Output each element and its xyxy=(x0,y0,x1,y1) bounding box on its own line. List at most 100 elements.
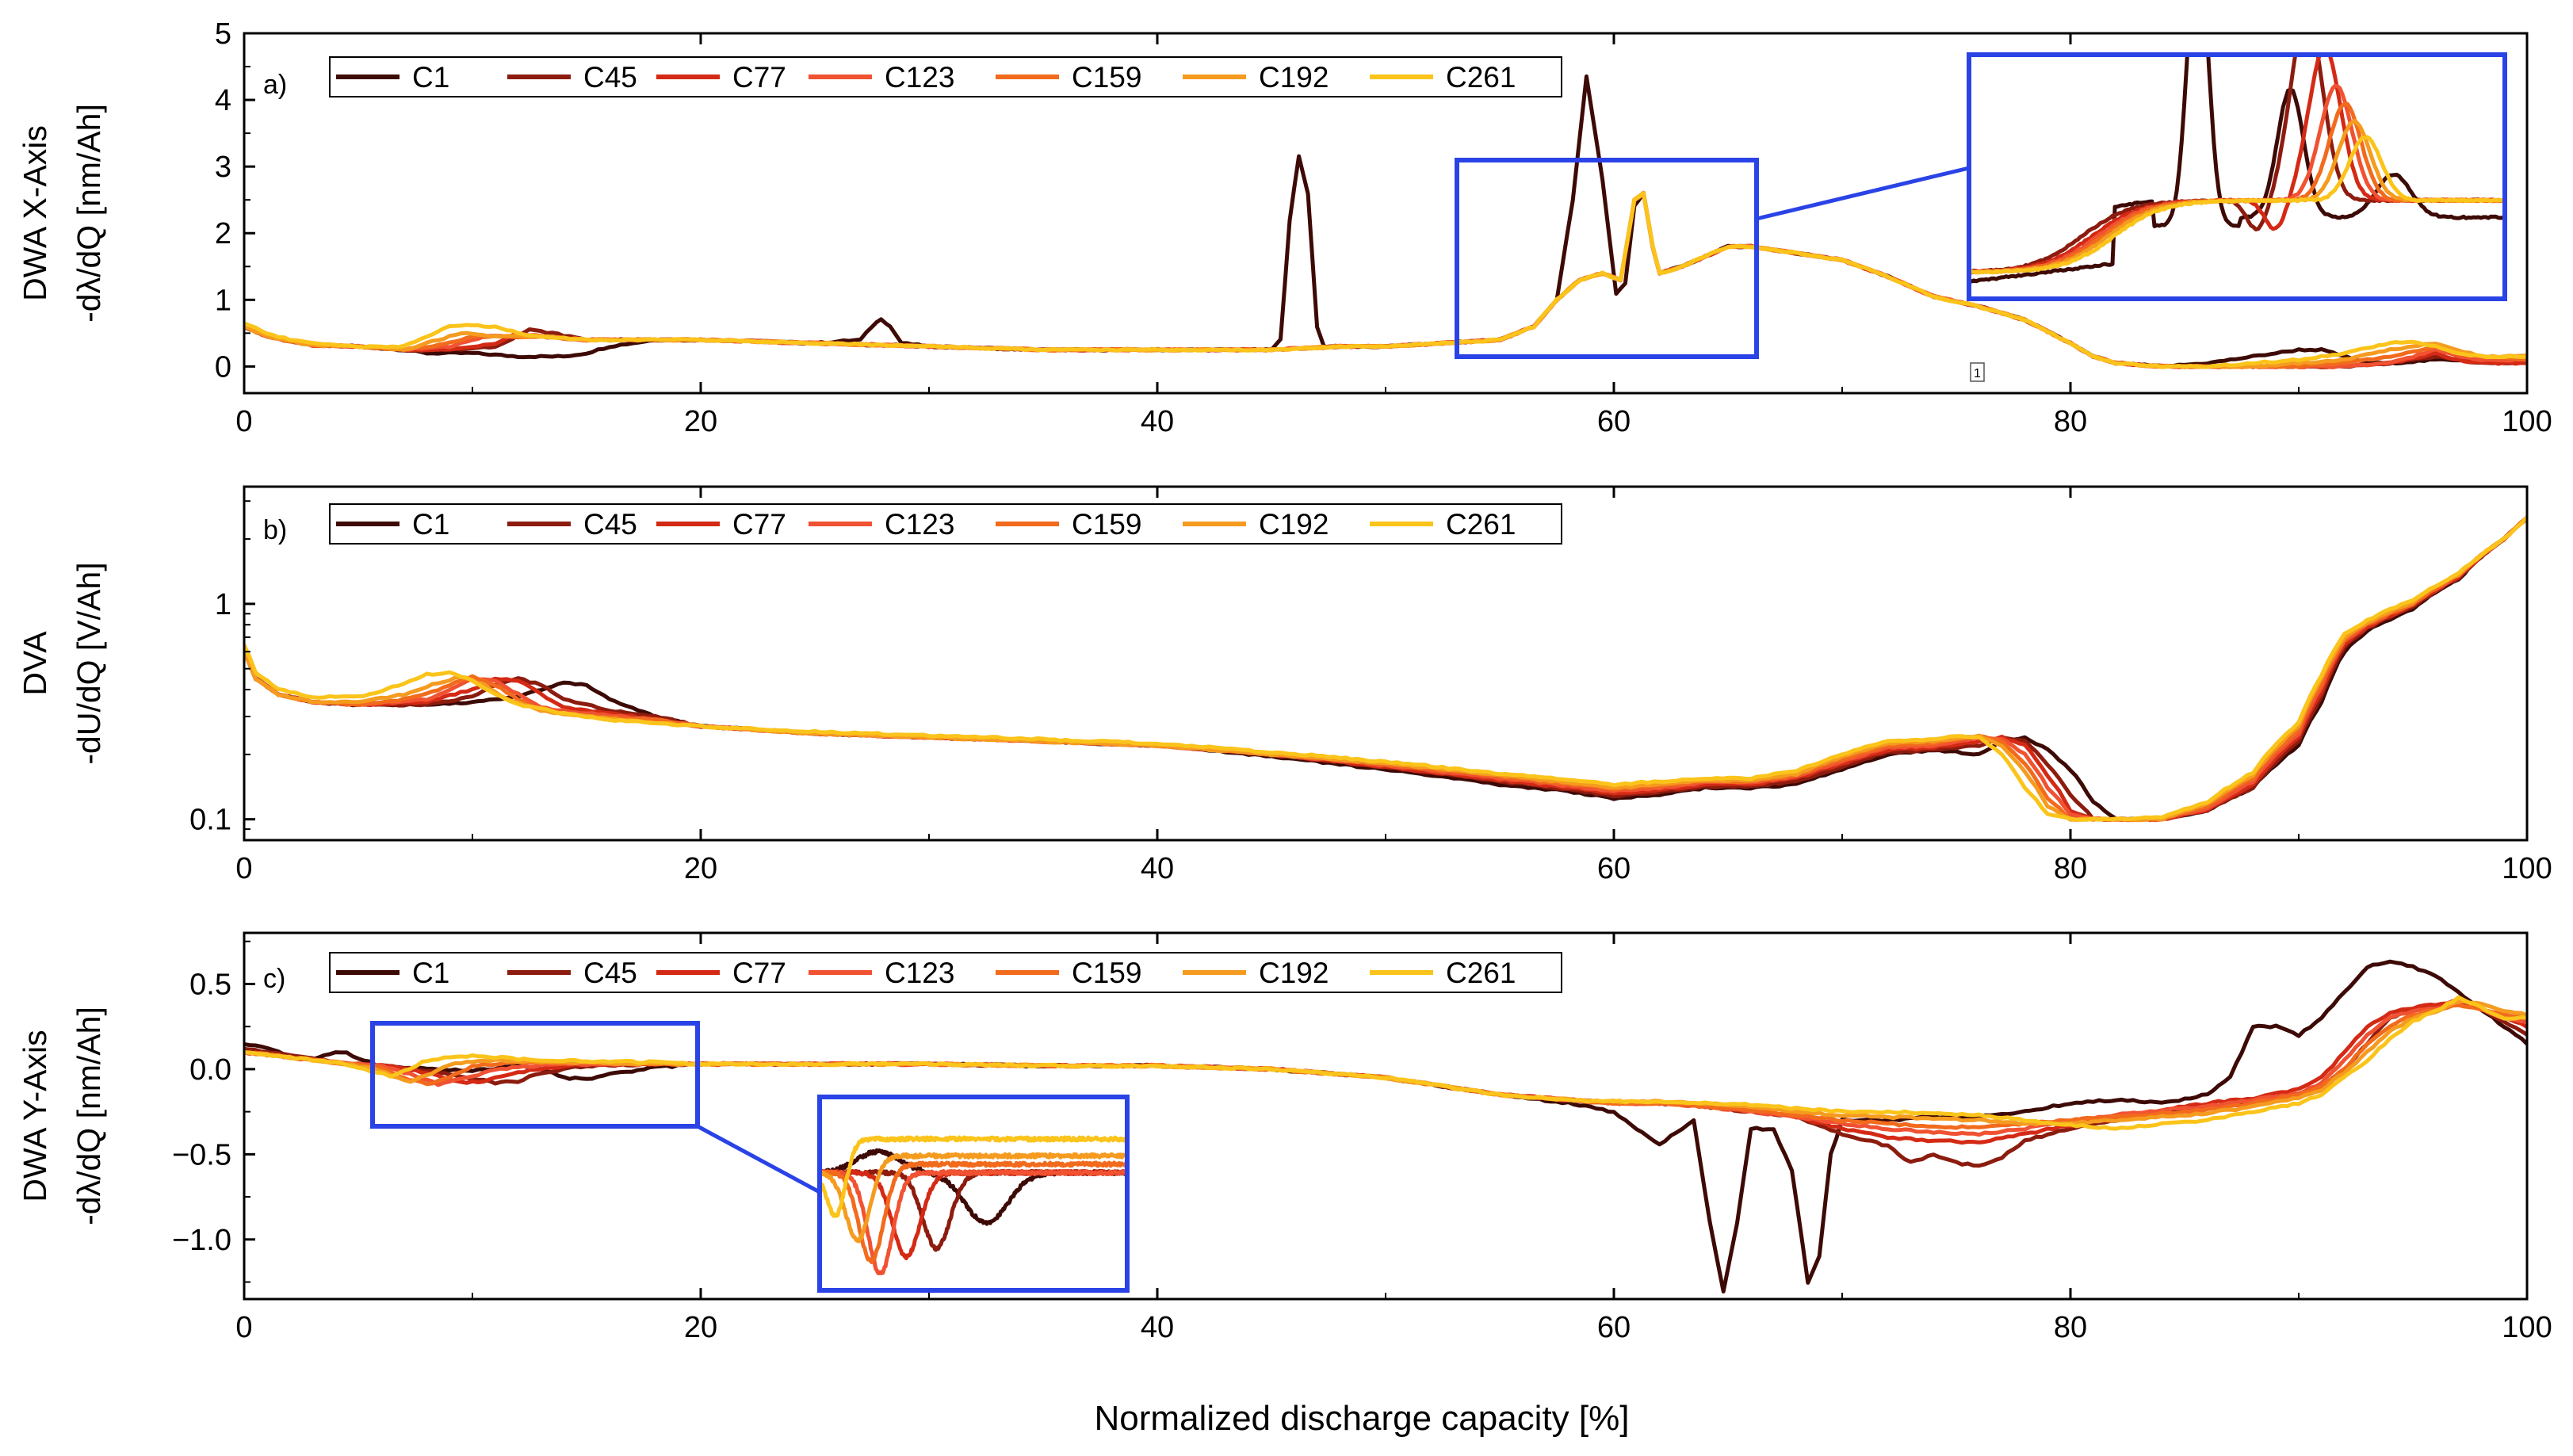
panel-b-series-c261 xyxy=(244,515,2527,822)
panel-c-inset-background xyxy=(820,1097,1127,1290)
panel-a-ytick-label: 1 xyxy=(215,284,231,317)
panel-c-series xyxy=(244,959,2527,1294)
panel-c: 0 20 40 60 80 100 −1.0 −0.5 0.0 0.5 DWA Y-Axis -d… xyxy=(17,931,2552,1344)
panel-c-legend-label: C192 xyxy=(1259,957,1329,989)
panel-b-legend-label: C192 xyxy=(1259,508,1329,541)
panel-c-inset xyxy=(817,1095,1130,1293)
panel-c-xtick-label: 100 xyxy=(2502,1311,2552,1344)
panel-a-inset xyxy=(1967,52,2507,301)
panel-a-marker-badge-label: 1 xyxy=(1974,367,1981,380)
panel-a-series-c261 xyxy=(244,191,2527,369)
panel-b-series-c45 xyxy=(244,517,2527,823)
panel-a-zoom-connector xyxy=(1756,166,1970,221)
panel-a-series xyxy=(244,74,2527,369)
panel-a-legend-label: C45 xyxy=(583,61,637,94)
panel-b-series-c192 xyxy=(244,515,2527,823)
panel-b-xtick-label: 60 xyxy=(1597,852,1631,885)
panel-c-series-c45 xyxy=(244,999,2527,1168)
panel-c-legend-label: C45 xyxy=(583,957,637,989)
panel-c-legend-label: C159 xyxy=(1072,957,1141,989)
panel-a-legend: C1 C45 C77 C123 C159 C192 C261 xyxy=(329,56,1562,97)
panel-a-tag: a) xyxy=(263,70,287,100)
panel-c-legend: C1 C45 C77 C123 C159 C192 C261 xyxy=(329,952,1562,993)
panel-a-inset-frame xyxy=(1967,52,2507,301)
panel-c-ytick-label: −1.0 xyxy=(172,1224,231,1257)
panel-b-legend-label: C159 xyxy=(1072,508,1141,541)
panel-b-ytick-label: 1 xyxy=(215,588,231,621)
panel-b: 0 20 40 60 80 100 0.1 1 DVA -dU/dQ [V/Ah] b) C1… xyxy=(17,485,2552,885)
panel-a-ylabel-line2: -dλ/dQ [nm/Ah] xyxy=(71,104,107,323)
panel-a-inset-series-c261 xyxy=(1969,135,2504,275)
panel-a-legend-label: C123 xyxy=(885,61,954,94)
panel-b-series xyxy=(244,515,2527,823)
panel-a-xtick-label: 80 xyxy=(2054,405,2087,438)
panel-a-ytick-label: 3 xyxy=(215,151,231,184)
panel-c-ytick-label: 0.0 xyxy=(189,1053,231,1087)
panel-a-xtick-label: 100 xyxy=(2502,405,2552,438)
panel-c-ytick-label: −0.5 xyxy=(172,1138,231,1171)
panel-b-ytick-label: 0.1 xyxy=(189,804,231,837)
panel-c-legend-label: C123 xyxy=(885,957,954,989)
panel-c-legend-label: C261 xyxy=(1446,957,1516,989)
panel-c-inset-frame xyxy=(817,1095,1130,1293)
panel-b-legend-label: C77 xyxy=(732,508,786,541)
panel-b-legend: C1 C45 C77 C123 C159 C192 C261 xyxy=(329,503,1562,545)
panel-b-series-c123 xyxy=(244,515,2527,823)
panel-c-xtick-label: 20 xyxy=(684,1311,717,1344)
panel-a-xtick-label: 60 xyxy=(1597,405,1631,438)
panel-c-inset-series-c261 xyxy=(820,1135,1127,1218)
panel-b-axes: 0 20 40 60 80 100 0.1 1 xyxy=(189,487,2552,885)
panel-b-legend-label: C123 xyxy=(885,508,954,541)
panel-c-legend-label: C1 xyxy=(412,957,449,989)
panel-a-ytick-label: 4 xyxy=(215,84,231,117)
panel-c-xtick-label: 60 xyxy=(1597,1311,1631,1344)
panel-a-ytick-label: 2 xyxy=(215,217,231,250)
panel-c-inset-series-c192 xyxy=(820,1152,1127,1244)
panel-c-series-c261 xyxy=(244,995,2527,1131)
panel-a-legend-label: C159 xyxy=(1072,61,1141,94)
panel-a-legend-label: C261 xyxy=(1446,61,1516,94)
panel-b-xtick-label: 20 xyxy=(684,852,717,885)
panel-a-inset-series-c1 xyxy=(1969,55,2504,285)
panel-b-legend-label: C45 xyxy=(583,508,637,541)
panel-a-xtick-label: 20 xyxy=(684,405,717,438)
panel-b-xtick-label: 40 xyxy=(1141,852,1174,885)
panel-b-ylabel-line2: -dU/dQ [V/Ah] xyxy=(71,562,107,764)
x-axis-label: Normalized discharge capacity [%] xyxy=(1095,1399,1630,1438)
panel-a-ylabel-line1: DWA X-Axis xyxy=(17,125,53,301)
panel-b-xtick-label: 0 xyxy=(235,852,252,885)
panel-c-inset-series-c123 xyxy=(820,1168,1127,1276)
panel-c-xtick-label: 0 xyxy=(235,1311,252,1344)
panel-c-ylabel-line1: DWA Y-Axis xyxy=(17,1030,53,1202)
panel-b-xtick-label: 80 xyxy=(2054,852,2087,885)
panel-a-ytick-label: 0 xyxy=(215,350,231,384)
panel-b-xtick-label: 100 xyxy=(2502,852,2552,885)
panel-a-zoom-box xyxy=(1455,158,1759,359)
panel-b-legend-label: C261 xyxy=(1446,508,1516,541)
panel-c-axes: 0 20 40 60 80 100 −1.0 −0.5 0.0 0.5 xyxy=(172,933,2552,1344)
panel-a-legend-label: C192 xyxy=(1259,61,1329,94)
panel-a-xtick-label: 0 xyxy=(235,405,252,438)
panel-a-legend-label: C77 xyxy=(732,61,786,94)
panel-c-zoom-box xyxy=(370,1021,700,1129)
panel-a-marker-badge: 1 xyxy=(1970,362,1985,382)
panel-c-ylabel-line2: -dλ/dQ [nm/Ah] xyxy=(71,1007,107,1225)
panel-c-ytick-label: 0.5 xyxy=(189,968,231,1001)
panel-c-zoom-connector xyxy=(696,1124,821,1194)
panel-c-tag: c) xyxy=(263,964,285,994)
panel-b-ylabel-line1: DVA xyxy=(17,631,53,696)
panel-b-series-c159 xyxy=(244,516,2527,823)
panel-a-xtick-label: 40 xyxy=(1141,405,1174,438)
panel-b-legend-label: C1 xyxy=(412,508,449,541)
panel-c-inset-series-c159 xyxy=(820,1160,1127,1264)
panel-a-inset-series xyxy=(1969,55,2504,285)
panel-c-legend-label: C77 xyxy=(732,957,786,989)
panel-b-series-c1 xyxy=(244,516,2527,823)
panel-c-inset-series xyxy=(820,1135,1127,1276)
panel-a: 0 20 40 60 80 100 0 1 2 3 4 5 DWA X-Axis -dλ/dQ [nm… xyxy=(17,17,2552,438)
panel-a-axes: 0 20 40 60 80 100 0 1 2 3 4 5 xyxy=(215,17,2552,438)
panel-c-xtick-label: 80 xyxy=(2054,1311,2087,1344)
panel-b-tag: b) xyxy=(263,515,287,545)
panel-c-xtick-label: 40 xyxy=(1141,1311,1174,1344)
